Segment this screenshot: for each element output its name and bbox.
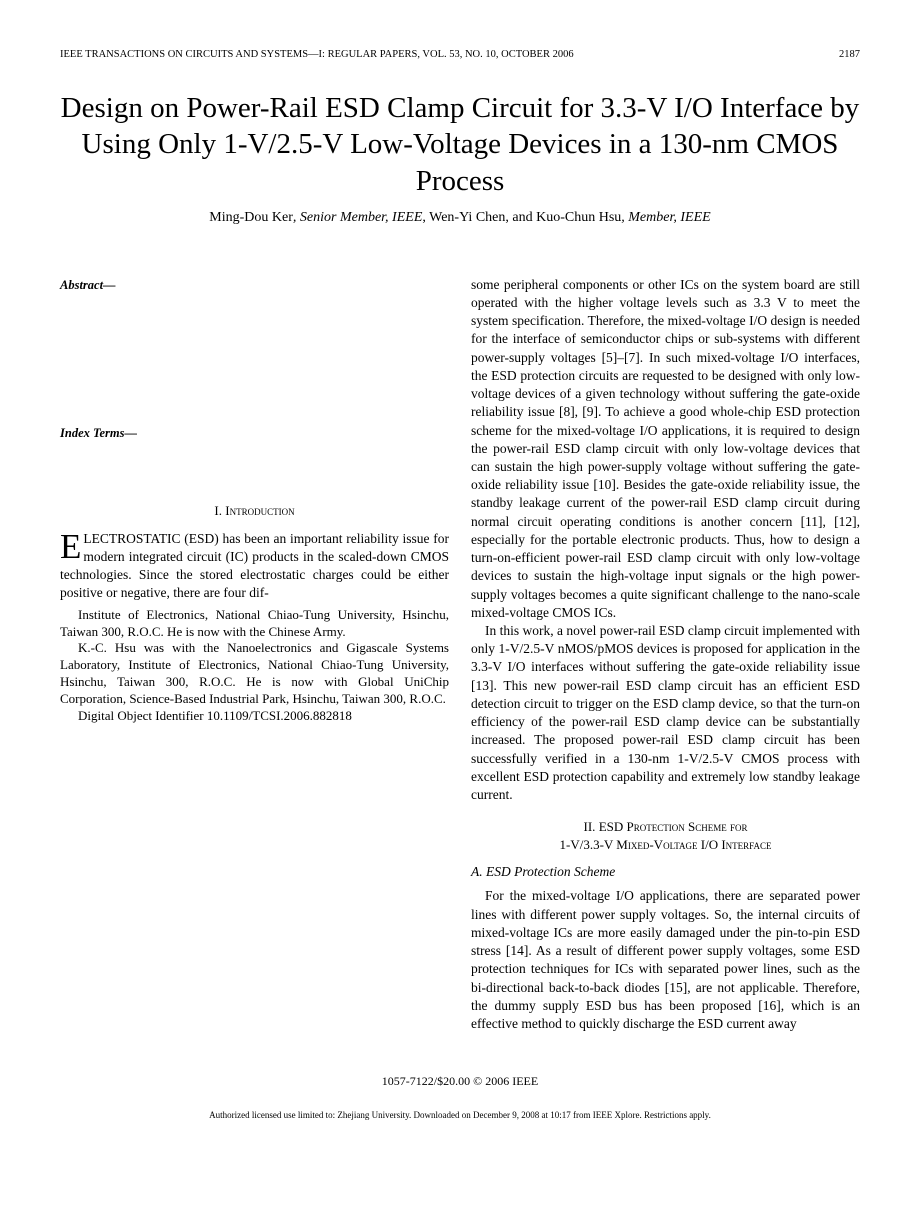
author-1-title: , Senior Member, IEEE — [293, 210, 422, 225]
copyright-footer: 1057-7122/$20.00 © 2006 IEEE — [60, 1073, 860, 1089]
running-header: IEEE TRANSACTIONS ON CIRCUITS AND SYSTEM… — [60, 48, 860, 62]
page-number: 2187 — [839, 48, 860, 62]
right-col-paragraph-2: In this work, a novel power-rail ESD cla… — [471, 622, 860, 804]
author-2-name: Wen-Yi Chen — [429, 210, 505, 225]
author-line: Ming-Dou Ker, Senior Member, IEEE, Wen-Y… — [60, 209, 860, 228]
affiliation-line-2: K.-C. Hsu was with the Nanoelectronics a… — [60, 640, 449, 708]
doi-line: Digital Object Identifier 10.1109/TCSI.2… — [60, 708, 449, 725]
dropcap: E — [60, 530, 83, 561]
right-col-paragraph-1: some peripheral components or other ICs … — [471, 276, 860, 622]
section-1-number: I. — [214, 503, 225, 518]
section-2-number: II. — [584, 819, 599, 834]
section-2-title-line1: ESD Protection Scheme for — [599, 819, 748, 834]
subsection-a-heading: A. ESD Protection Scheme — [471, 863, 860, 881]
journal-info: IEEE TRANSACTIONS ON CIRCUITS AND SYSTEM… — [60, 48, 574, 62]
author-1-name: Ming-Dou Ker — [209, 210, 293, 225]
section-1-title: Introduction — [225, 503, 294, 518]
abstract-block: Abstract— — [60, 276, 449, 294]
section-1-heading: I. Introduction — [60, 502, 449, 520]
content-area: Abstract— Index Terms— I. Introduction E… — [60, 276, 860, 1033]
index-terms-block: Index Terms— — [60, 424, 449, 442]
intro-paragraph-1: ELECTROSTATIC (ESD) has been an importan… — [60, 530, 449, 603]
author-3-name: Kuo-Chun Hsu — [536, 210, 621, 225]
two-column-body: Abstract— Index Terms— I. Introduction E… — [60, 276, 860, 1033]
intro-text-1: LECTROSTATIC (ESD) has been an important… — [60, 531, 449, 601]
affiliation-footnote: Institute of Electronics, National Chiao… — [60, 607, 449, 725]
paper-title: Design on Power-Rail ESD Clamp Circuit f… — [60, 90, 860, 199]
license-footer: Authorized licensed use limited to: Zhej… — [60, 1109, 860, 1121]
subsection-a-paragraph-1: For the mixed-voltage I/O applications, … — [471, 887, 860, 1033]
section-2-title-line2: 1-V/3.3-V Mixed-Voltage I/O Interface — [471, 836, 860, 854]
author-sep-2: , and — [505, 210, 536, 225]
index-terms-label: Index Terms— — [60, 426, 137, 440]
section-2-heading: II. ESD Protection Scheme for 1-V/3.3-V … — [471, 818, 860, 853]
abstract-label: Abstract— — [60, 278, 116, 292]
author-3-title: , Member, IEEE — [621, 210, 710, 225]
affiliation-line-1: Institute of Electronics, National Chiao… — [60, 607, 449, 641]
